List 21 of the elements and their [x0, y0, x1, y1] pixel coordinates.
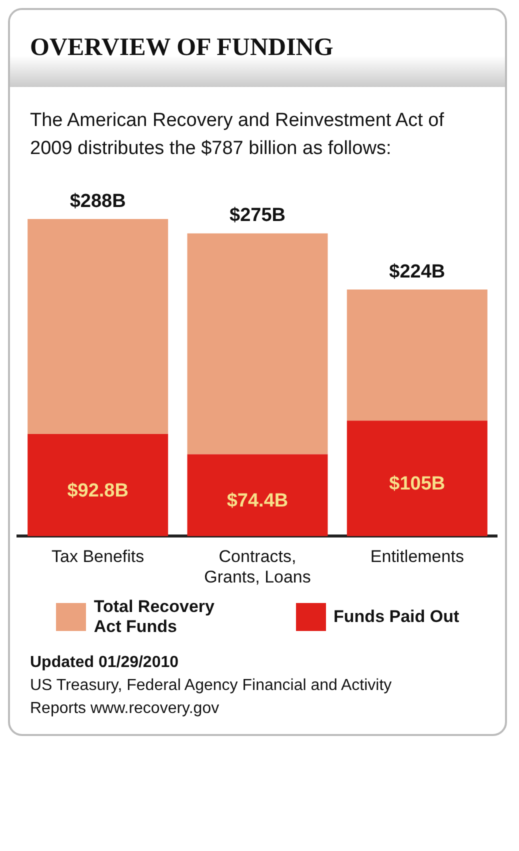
- data-label: $74.4B: [226, 490, 288, 512]
- bar: [346, 420, 488, 536]
- chart-title: OVERVIEW OF FUNDING: [30, 34, 334, 62]
- bar: [187, 233, 328, 454]
- total-label: $224B: [389, 261, 446, 282]
- chart-subtitle: The American Recovery and Reinvestment Act of 2009 distributes the $787 billion as follows:: [29, 109, 445, 161]
- bar: [28, 434, 168, 536]
- x-tick-label: Tax Benefits: [52, 547, 144, 566]
- data-label: $105B: [389, 474, 446, 495]
- legend-label: Funds Paid Out: [334, 607, 460, 627]
- bar: [187, 454, 328, 536]
- data-label: $92.8B: [67, 480, 128, 502]
- x-tick-label: Contracts, Grants, Loans: [204, 547, 311, 586]
- bar: [346, 290, 488, 421]
- text: Updated 01/29/2010: [30, 653, 180, 673]
- x-tick-label: Entitlements: [370, 547, 464, 566]
- total-label: $288B: [70, 190, 126, 212]
- legend-label: Total Recovery Act Funds: [94, 597, 216, 637]
- text: US Treasury, Federal Agency Financial and Activity Reports www.recovery.gov: [30, 676, 393, 719]
- bar: [28, 219, 168, 434]
- total-label: $275B: [230, 205, 286, 226]
